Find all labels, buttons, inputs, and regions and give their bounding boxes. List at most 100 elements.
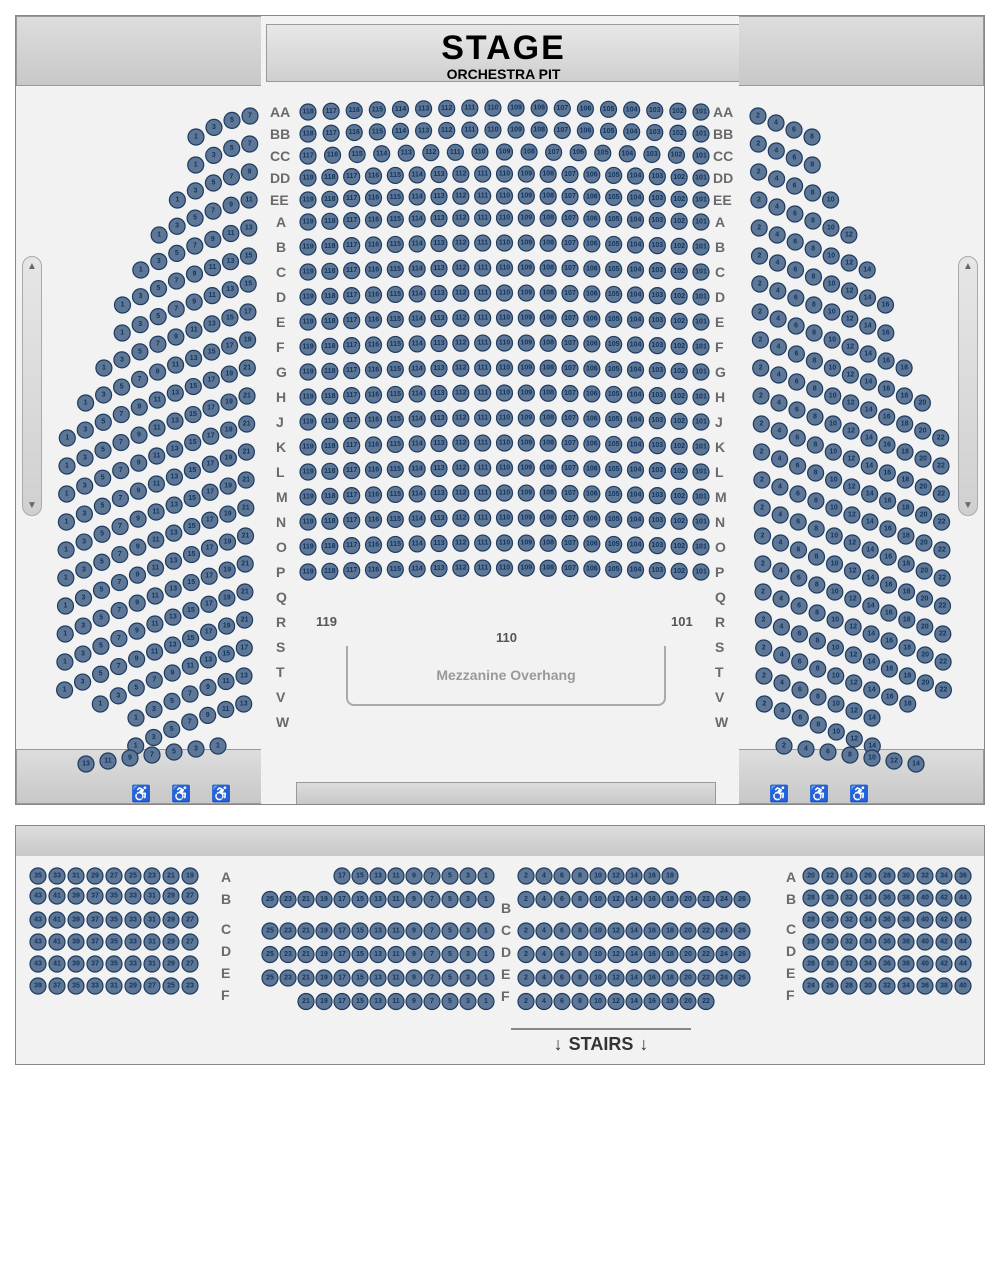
seat[interactable]: 2 — [750, 108, 766, 124]
seat[interactable]: 101 — [693, 126, 709, 142]
seat[interactable]: 106 — [584, 536, 600, 552]
seat[interactable]: 2 — [751, 192, 767, 208]
seat[interactable]: 114 — [409, 436, 425, 452]
seat[interactable]: 13 — [165, 637, 181, 653]
seat[interactable]: 106 — [584, 189, 600, 205]
seat[interactable]: 3 — [460, 892, 476, 908]
seat[interactable]: 4 — [798, 741, 814, 757]
seat[interactable]: 103 — [649, 463, 665, 479]
seat[interactable]: 15 — [352, 868, 368, 884]
seat[interactable]: 26 — [734, 923, 750, 939]
seat[interactable]: 12 — [844, 507, 860, 523]
seat[interactable]: 5 — [187, 210, 203, 226]
seat[interactable]: 1 — [478, 892, 494, 908]
seat[interactable]: 110 — [485, 100, 501, 116]
seat[interactable]: 109 — [518, 310, 534, 326]
seat[interactable]: 116 — [366, 212, 382, 228]
seat[interactable]: 32 — [841, 934, 857, 950]
seat[interactable]: 3 — [110, 688, 126, 704]
seat[interactable]: 16 — [881, 577, 897, 593]
seat[interactable]: 108 — [540, 188, 556, 204]
seat[interactable]: 107 — [562, 411, 578, 427]
seat[interactable]: 10 — [823, 220, 839, 236]
seat[interactable]: 2 — [518, 994, 534, 1010]
seat[interactable]: 18 — [662, 947, 678, 963]
seat[interactable]: 106 — [584, 311, 600, 327]
seat[interactable]: 111 — [475, 560, 491, 576]
seat[interactable]: 107 — [562, 386, 578, 402]
seat[interactable]: 7 — [111, 631, 127, 647]
seat[interactable]: 105 — [606, 461, 622, 477]
seat[interactable]: 11 — [205, 260, 221, 276]
seat[interactable]: 11 — [147, 588, 163, 604]
seat[interactable]: 116 — [366, 487, 382, 503]
seat[interactable]: 109 — [518, 166, 534, 182]
seat[interactable]: 2 — [752, 276, 768, 292]
seat[interactable]: 117 — [323, 125, 339, 141]
seat[interactable]: 11 — [204, 288, 220, 304]
seat[interactable]: 113 — [431, 411, 447, 427]
seat[interactable]: 34 — [860, 890, 876, 906]
seat[interactable]: 22 — [935, 598, 951, 614]
seat[interactable]: 40 — [917, 890, 933, 906]
seat[interactable]: 3 — [76, 590, 92, 606]
seat[interactable]: 7 — [150, 336, 166, 352]
seat[interactable]: 14 — [908, 756, 924, 772]
seat[interactable]: 102 — [671, 213, 687, 229]
seat[interactable]: 7 — [182, 714, 198, 730]
seat[interactable]: 117 — [300, 148, 316, 164]
seat[interactable]: 13 — [186, 350, 202, 366]
seat[interactable]: 3 — [77, 478, 93, 494]
seat[interactable]: 107 — [562, 561, 578, 577]
seat[interactable]: 15 — [352, 923, 368, 939]
seat[interactable]: 112 — [453, 385, 469, 401]
seat[interactable]: 12 — [845, 563, 861, 579]
seat[interactable]: 4 — [773, 619, 789, 635]
seat[interactable]: 113 — [416, 123, 432, 139]
seat[interactable]: 118 — [322, 238, 338, 254]
seat[interactable]: 12 — [846, 731, 862, 747]
seat[interactable]: 6 — [792, 654, 808, 670]
seat[interactable]: 12 — [845, 591, 861, 607]
seat[interactable]: 26 — [734, 892, 750, 908]
seat[interactable]: 111 — [475, 335, 491, 351]
seat[interactable]: 17 — [334, 994, 350, 1010]
seat[interactable]: 115 — [387, 286, 403, 302]
seat[interactable]: 7 — [424, 868, 440, 884]
seat[interactable]: 39 — [68, 934, 84, 950]
seat[interactable]: 33 — [125, 956, 141, 972]
seat[interactable]: 15 — [185, 407, 201, 423]
seat[interactable]: 3 — [169, 218, 185, 234]
seat[interactable]: 10 — [824, 304, 840, 320]
seat[interactable]: 21 — [239, 388, 255, 404]
seat[interactable]: 114 — [374, 146, 390, 162]
seat[interactable]: 30 — [822, 890, 838, 906]
seat[interactable]: 15 — [185, 379, 201, 395]
seat[interactable]: 115 — [387, 189, 403, 205]
seat[interactable]: 116 — [366, 512, 382, 528]
seat[interactable]: 114 — [409, 386, 425, 402]
seat[interactable]: 109 — [518, 485, 534, 501]
seat[interactable]: 113 — [431, 286, 447, 302]
seat[interactable]: 10 — [828, 696, 844, 712]
seat[interactable]: 114 — [409, 461, 425, 477]
seat[interactable]: 12 — [845, 619, 861, 635]
seat[interactable]: 101 — [693, 564, 709, 580]
seat[interactable]: 10 — [826, 472, 842, 488]
seat[interactable]: 108 — [540, 560, 556, 576]
seat[interactable]: 104 — [619, 146, 635, 162]
seat[interactable]: 27 — [144, 978, 160, 994]
seat[interactable]: 7 — [132, 371, 148, 387]
seat[interactable]: 6 — [789, 374, 805, 390]
seat[interactable]: 113 — [431, 511, 447, 527]
seat[interactable]: 117 — [344, 563, 360, 579]
seat[interactable]: 107 — [562, 236, 578, 252]
seat[interactable]: 11 — [148, 560, 164, 576]
seat[interactable]: 4 — [768, 143, 784, 159]
seat[interactable]: 3 — [75, 618, 91, 634]
seat[interactable]: 111 — [475, 485, 491, 501]
seat[interactable]: 113 — [431, 536, 447, 552]
seat[interactable]: 5 — [150, 309, 166, 325]
seat[interactable]: 119 — [300, 239, 316, 255]
seat[interactable]: 20 — [915, 479, 931, 495]
